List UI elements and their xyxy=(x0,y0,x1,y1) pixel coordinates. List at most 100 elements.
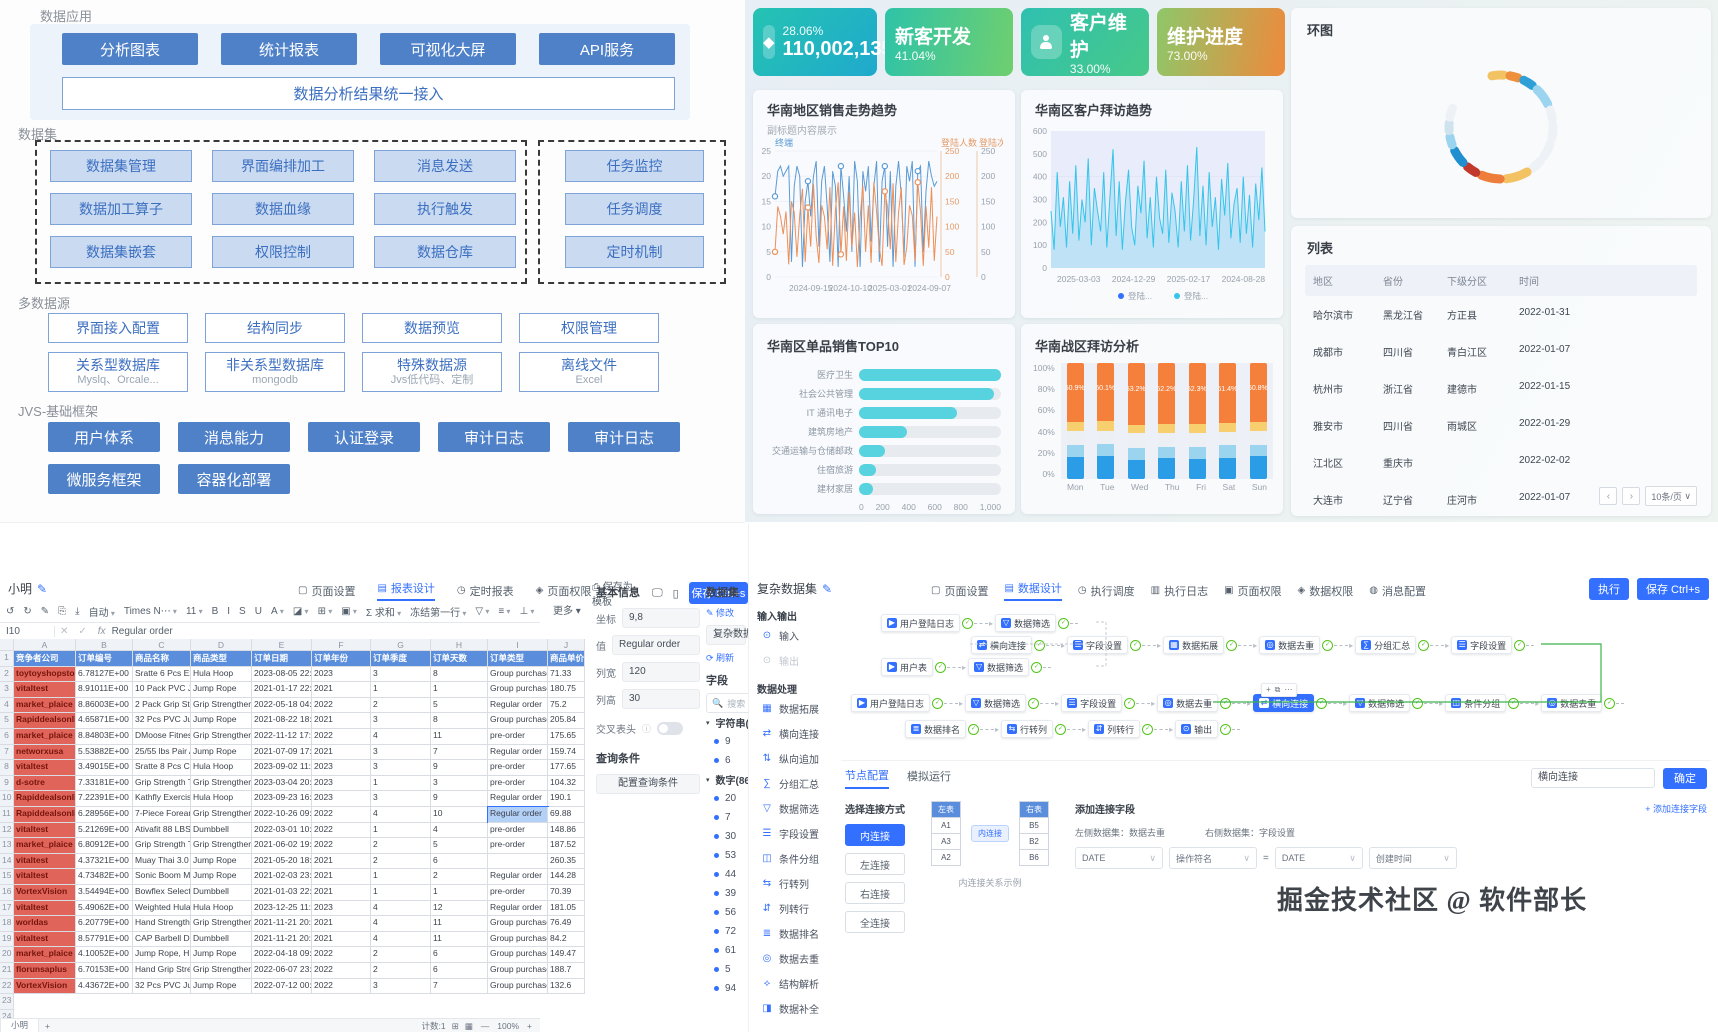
node-数据拓展[interactable]: ▦ 数据拓展 xyxy=(1163,636,1225,654)
cell[interactable]: 2021-01-17 22:53 xyxy=(252,682,312,698)
format-auto-select[interactable]: 自动 ▾ xyxy=(88,607,115,619)
cross-header-toggle[interactable] xyxy=(657,722,684,735)
copy-format-icon[interactable]: ⎘ xyxy=(58,605,67,617)
italic-icon[interactable]: I xyxy=(227,605,231,617)
cell[interactable]: 2022-04-18 09:12 xyxy=(252,947,312,963)
font-family-select[interactable]: Times N⋯ ▾ xyxy=(123,605,177,617)
sidebar-item-列转行[interactable]: ⇵ 列转行 xyxy=(757,896,835,921)
cell[interactable]: toytoyshopstore xyxy=(14,666,76,683)
cell[interactable]: 3 xyxy=(371,744,431,761)
cell[interactable]: 4 xyxy=(371,916,431,932)
add-join-field-link[interactable]: + 添加连接字段 xyxy=(1645,804,1707,814)
cell[interactable]: Hula Hoop xyxy=(191,760,252,776)
cell[interactable]: 2021-01-03 22:53 xyxy=(252,885,312,901)
border-icon[interactable]: ⊞ ▾ xyxy=(317,605,333,617)
visit-area-chart[interactable]: 0 100 200 300 400 500 600 2025-03-03 2024-12-29 2… xyxy=(1021,119,1283,309)
app-button[interactable]: 分析图表 xyxy=(62,33,198,65)
row-number[interactable]: 3 xyxy=(0,682,14,698)
cell[interactable]: 2022-10-26 09:40 xyxy=(252,807,312,823)
row-number[interactable]: 14 xyxy=(0,853,14,870)
run-button[interactable]: 执行 xyxy=(1589,578,1629,600)
cell[interactable]: 6.20779E+00 xyxy=(76,916,133,932)
cell[interactable]: Group purchase ced xyxy=(488,978,548,995)
cell[interactable]: 25/55 lbs Pair Adju xyxy=(133,744,191,761)
jvs-button[interactable]: 容器化部署 xyxy=(178,464,290,494)
cell[interactable]: VortexVision xyxy=(14,978,76,995)
cell[interactable]: 149.47 xyxy=(548,947,585,963)
field-item[interactable]: 61 xyxy=(706,941,746,960)
task-button[interactable]: 任务监控 xyxy=(565,150,704,182)
jvs-button[interactable]: 审计日志 xyxy=(438,422,550,452)
sheet-header-cell[interactable]: 订单类型 xyxy=(488,651,548,667)
cell[interactable]: market_plaice xyxy=(14,729,76,745)
cell[interactable]: 2023-09-23 16:38 xyxy=(252,791,312,807)
tab-页面权限[interactable]: ▣ 页面权限 xyxy=(1224,583,1281,599)
field-group[interactable]: ▾ 数字(86) xyxy=(706,770,748,789)
cell[interactable]: 32 Pcs PVC Jump R xyxy=(133,978,191,995)
kpi-card[interactable]: 维护进度 73.00% xyxy=(1157,8,1285,76)
node-字段设置[interactable]: ☰ 字段设置 xyxy=(1061,694,1123,712)
mini-tool-icon[interactable]: ⋯ xyxy=(1284,685,1293,694)
cell[interactable]: 3 xyxy=(431,775,488,792)
cell[interactable]: 4.73482E+00 xyxy=(76,869,133,885)
cell[interactable]: Jump Rope, H Han xyxy=(133,947,191,963)
cell[interactable]: Weighted Hula. Tra xyxy=(133,900,191,917)
layout-view-icon[interactable]: ▦ xyxy=(464,1020,473,1031)
cell[interactable]: 159.74 xyxy=(548,744,585,761)
column-header-G[interactable]: G xyxy=(371,639,431,651)
cell[interactable]: 144.28 xyxy=(548,869,585,885)
cell[interactable]: florunsaplus xyxy=(14,963,76,979)
cell[interactable]: 5.53882E+00 xyxy=(76,744,133,761)
cell[interactable]: Dumbbell xyxy=(191,822,252,839)
row-number[interactable]: 19 xyxy=(0,931,14,948)
source-button[interactable]: 结构同步 xyxy=(205,313,345,343)
cell[interactable]: 2021 xyxy=(312,869,371,885)
table-row[interactable]: 成都市 四川省 青白江区 2022-01-07 xyxy=(1305,333,1697,370)
font-size-select[interactable]: 11 ▾ xyxy=(185,605,203,617)
sheet-header-cell[interactable]: 订单日期 xyxy=(252,651,312,667)
field-item[interactable]: 20 xyxy=(706,789,746,808)
cell[interactable]: 2022 xyxy=(312,729,371,745)
node-行转列[interactable]: ⇆ 行转列 xyxy=(1001,720,1054,738)
field-item[interactable]: 39 xyxy=(706,884,746,903)
cell[interactable]: Dumbbell xyxy=(191,931,252,948)
stacked-bar[interactable]: 52.2% xyxy=(1158,363,1176,479)
node-分组汇总[interactable]: ∑ 分组汇总 xyxy=(1355,636,1417,654)
cell[interactable]: 3 xyxy=(371,666,431,683)
dual-axis-line-chart[interactable]: 终端登陆人数登陆次数051015202500505010010015015020… xyxy=(753,137,1015,312)
row-number[interactable]: 21 xyxy=(0,963,14,979)
cell[interactable]: 8.91011E+00 xyxy=(76,682,133,698)
cell[interactable]: 5 xyxy=(431,838,488,854)
cell[interactable]: 6.80912E+00 xyxy=(76,838,133,854)
cell[interactable]: 5.21269E+00 xyxy=(76,822,133,839)
field-item[interactable]: 5 xyxy=(706,960,746,979)
cell[interactable]: 11 xyxy=(431,729,488,745)
tab-页面设置[interactable]: ▢ 页面设置 xyxy=(931,583,988,599)
segmented-ring-chart[interactable] xyxy=(1291,39,1711,219)
cell[interactable]: 2 xyxy=(431,869,488,885)
source-db-button[interactable]: 特殊数据源 Jvs低代码、定制 xyxy=(362,352,502,392)
cell[interactable]: 2021-06-02 19:57 xyxy=(252,838,312,854)
cell[interactable]: 2021 xyxy=(312,713,371,729)
grid-corner[interactable] xyxy=(0,639,14,651)
unified-access-bar[interactable]: 数据分析结果统一接入 xyxy=(62,77,675,110)
redo-icon[interactable]: ↻ xyxy=(23,605,32,617)
save-button[interactable]: 保存 Ctrl+s xyxy=(688,582,748,604)
cell[interactable]: CAP Barbell Dumb xyxy=(133,931,191,948)
dataset-name-button[interactable]: 复杂数据集 xyxy=(706,625,748,645)
zoom-in-icon[interactable]: + xyxy=(527,1021,532,1031)
app-button[interactable]: API服务 xyxy=(539,33,675,65)
field-item[interactable]: 9 xyxy=(706,732,746,751)
cell[interactable]: 2021 xyxy=(312,916,371,932)
cell[interactable]: 2022 xyxy=(312,978,371,995)
rename-icon[interactable]: ✎ xyxy=(822,581,833,596)
tab-页面设置[interactable]: ▢ 页面设置 xyxy=(298,583,355,599)
cell[interactable]: Grip Strengthener xyxy=(191,838,252,854)
cell[interactable]: Grip Strengthener xyxy=(191,963,252,979)
cell[interactable]: 2021 xyxy=(312,744,371,761)
cell[interactable]: 188.7 xyxy=(548,963,585,979)
cell[interactable]: 180.75 xyxy=(548,682,585,698)
field-item[interactable]: 7 xyxy=(706,808,746,827)
tab-数据权限[interactable]: ◈ 数据权限 xyxy=(1298,583,1354,599)
row-number[interactable]: 20 xyxy=(0,947,14,963)
